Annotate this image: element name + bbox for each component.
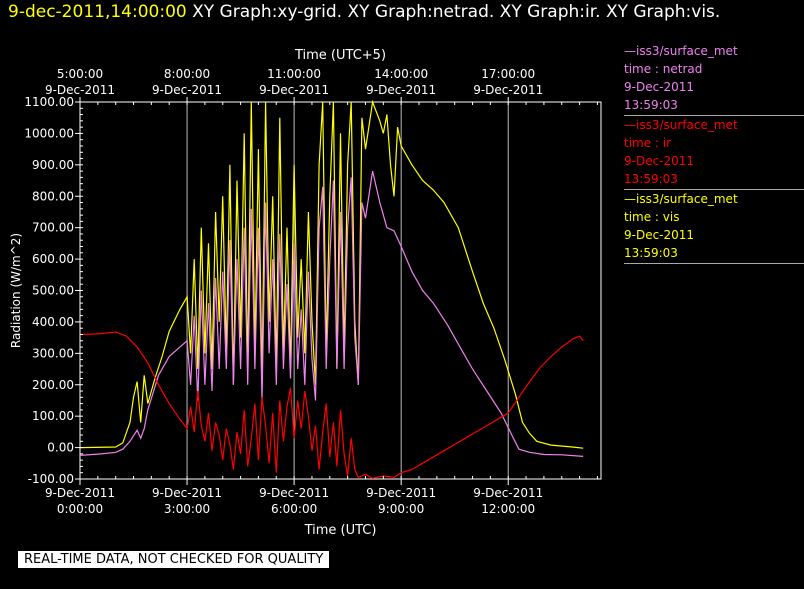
y-tick-label: 300.00 xyxy=(32,346,74,360)
legend-date: 9-Dec-2011 xyxy=(624,154,695,168)
x-tick-label-time: 9:00:00 xyxy=(378,502,424,516)
y-tick-label: 1000.00 xyxy=(24,126,74,140)
y-tick-label: 700.00 xyxy=(32,221,74,235)
header-graph-list: XY Graph:xy-grid. XY Graph:netrad. XY Gr… xyxy=(192,2,721,22)
series-line-timeir xyxy=(79,331,584,480)
y-tick-label: 0.00 xyxy=(47,441,74,455)
x2-tick-label-date: 9-Dec-2011 xyxy=(366,83,436,97)
x-tick-label-time: 3:00:00 xyxy=(164,502,210,516)
legend-source: —iss3/surface_met xyxy=(624,44,738,58)
x-tick-label-date: 9-Dec-2011 xyxy=(152,486,222,500)
x2-tick-label-date: 9-Dec-2011 xyxy=(152,83,222,97)
y-tick-label: 200.00 xyxy=(32,378,74,392)
x2-tick-label-time: 17:00:00 xyxy=(481,67,535,81)
x-axis-label: Time (UTC) xyxy=(304,523,377,538)
x2-tick-label-time: 11:00:00 xyxy=(267,67,321,81)
x2-tick-label-time: 5:00:00 xyxy=(57,67,103,81)
y-tick-label: 1100.00 xyxy=(24,95,74,109)
series-line-timenetrad xyxy=(79,170,584,457)
x2-tick-label-date: 9-Dec-2011 xyxy=(473,83,543,97)
legend-source: —iss3/surface_met xyxy=(624,192,738,206)
x2-tick-label-time: 8:00:00 xyxy=(164,67,210,81)
legend: —iss3/surface_met time : netrad 9-Dec-20… xyxy=(624,42,804,264)
legend-time: 13:59:03 xyxy=(624,246,678,260)
x-tick-label-date: 9-Dec-2011 xyxy=(473,486,543,500)
x-tick-label-time: 0:00:00 xyxy=(57,502,103,516)
legend-variable: time : vis xyxy=(624,210,680,224)
y-tick-label: 600.00 xyxy=(32,252,74,266)
x-tick-label-time: 12:00:00 xyxy=(481,502,535,516)
x-tick-label-date: 9-Dec-2011 xyxy=(366,486,436,500)
x2-tick-label-time: 14:00:00 xyxy=(374,67,428,81)
graph-header: 9-dec-2011,14:00:00 XY Graph:xy-grid. XY… xyxy=(8,2,720,22)
x-tick-label-date: 9-Dec-2011 xyxy=(45,486,115,500)
x-tick-label-time: 6:00:00 xyxy=(271,502,317,516)
legend-variable: time : ir xyxy=(624,136,672,150)
y-tick-label: 100.00 xyxy=(32,409,74,423)
legend-entry-ir: —iss3/surface_met time : ir 9-Dec-2011 1… xyxy=(624,116,804,190)
x2-tick-label-date: 9-Dec-2011 xyxy=(259,83,329,97)
legend-date: 9-Dec-2011 xyxy=(624,80,695,94)
legend-time: 13:59:03 xyxy=(624,172,678,186)
y-tick-label: 900.00 xyxy=(32,158,74,172)
x2-tick-label-date: 9-Dec-2011 xyxy=(45,83,115,97)
legend-time: 13:59:03 xyxy=(624,98,678,112)
y-tick-label: 400.00 xyxy=(32,315,74,329)
y-tick-label: 500.00 xyxy=(32,284,74,298)
legend-entry-netrad: —iss3/surface_met time : netrad 9-Dec-20… xyxy=(624,42,804,116)
legend-entry-vis: —iss3/surface_met time : vis 9-Dec-2011 … xyxy=(624,190,804,264)
y-axis-label: Radiation (W/m^2) xyxy=(9,233,23,348)
y-tick-label: -100.00 xyxy=(28,472,74,486)
series-line-timevis xyxy=(79,99,584,449)
legend-date: 9-Dec-2011 xyxy=(624,228,695,242)
x2-axis-label: Time (UTC+5) xyxy=(294,48,386,63)
y-tick-label: 800.00 xyxy=(32,189,74,203)
legend-source: —iss3/surface_met xyxy=(624,118,738,132)
header-timestamp: 9-dec-2011,14:00:00 xyxy=(8,2,187,22)
quality-disclaimer: REAL-TIME DATA, NOT CHECKED FOR QUALITY xyxy=(18,551,330,568)
legend-variable: time : netrad xyxy=(624,62,703,76)
x-tick-label-date: 9-Dec-2011 xyxy=(259,486,329,500)
